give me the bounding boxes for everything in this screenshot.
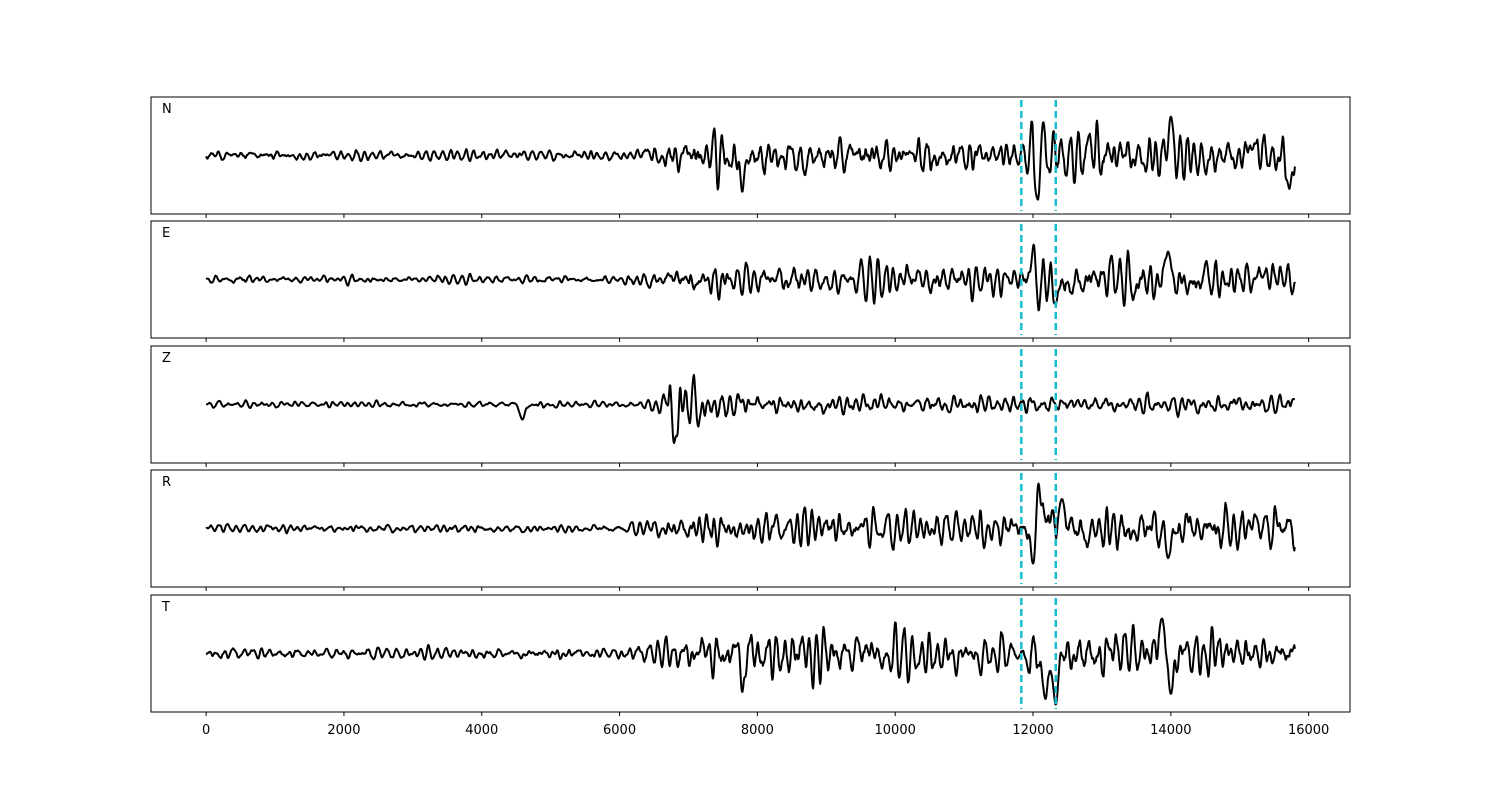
panel-label: T [161,600,170,615]
trace-line-n [205,115,1296,201]
x-tick-label: 6000 [603,723,636,738]
panel-label: E [162,226,170,241]
x-tick-label: 14000 [1150,723,1191,738]
panel-z: Z [150,345,1351,467]
panel-n: N [150,96,1351,218]
panel-frame [150,469,1351,588]
x-tick-label: 2000 [327,723,360,738]
panel-frame [150,594,1351,713]
panel-frame [150,96,1351,215]
x-tick-label: 8000 [741,723,774,738]
panel-label: N [162,102,172,117]
x-tick-label: 0 [202,723,210,738]
trace-line-r [205,482,1296,565]
panel-r: R [150,469,1351,591]
x-axis: 0 2000 4000 6000 8000 10000 12000 14000 16000 [202,723,1329,738]
x-tick-label: 16000 [1288,723,1329,738]
x-tick-label: 10000 [875,723,916,738]
panel-t: T [150,594,1351,716]
trace-panels: N E Z R T [150,96,1351,716]
panel-label: Z [162,351,171,366]
x-tick-label: 12000 [1012,723,1053,738]
panel-label: R [162,475,171,490]
panel-e: E [150,220,1351,342]
panel-frame [150,220,1351,339]
x-tick-label: 4000 [465,723,498,738]
trace-line-e [205,243,1296,312]
trace-line-t [205,617,1296,706]
panel-frame [150,345,1351,464]
trace-line-z [205,373,1296,445]
